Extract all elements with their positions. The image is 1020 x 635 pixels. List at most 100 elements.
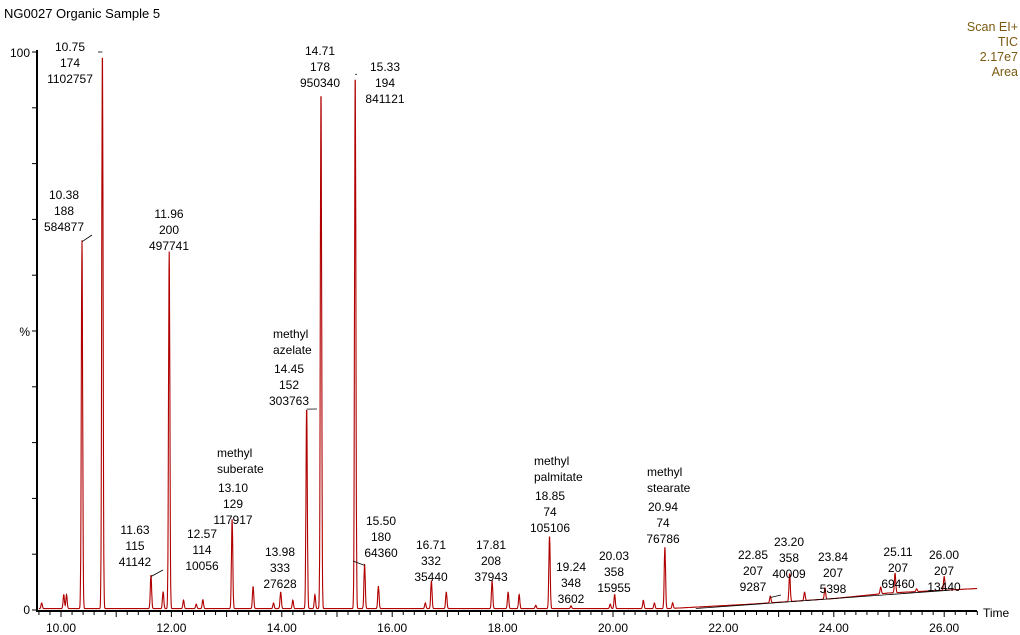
peak-mz-label: 178 — [310, 60, 330, 74]
peak-area-label: 303763 — [269, 394, 309, 408]
peak-mz-label: 74 — [543, 505, 557, 519]
x-tick-label: 14.00 — [267, 621, 297, 635]
scan-mode: Scan EI+ — [966, 20, 1018, 34]
peak-rt-label: 22.85 — [738, 548, 768, 562]
peak-rt-label: 19.24 — [556, 560, 586, 574]
peak-rt-label: 14.45 — [274, 362, 304, 376]
chart-title: NG0027 Organic Sample 5 — [4, 6, 161, 21]
peak-rt-label: 17.81 — [476, 538, 506, 552]
peak-mz-label: 348 — [561, 576, 581, 590]
max-intensity: 2.17e7 — [979, 50, 1018, 64]
peak-area-label: 5398 — [820, 582, 847, 596]
peak-mz-label: 358 — [604, 565, 624, 579]
peak-rt-label: 25.11 — [883, 545, 912, 559]
peak-leader-line — [352, 560, 365, 566]
peak-rt-label: 20.94 — [648, 500, 678, 514]
x-tick-label: 24.00 — [819, 621, 849, 635]
peak-area-label: 3602 — [558, 592, 585, 606]
peak-area-label: 76786 — [646, 532, 680, 546]
peak-area-label: 950340 — [300, 76, 340, 90]
compound-name: methyl — [217, 446, 252, 460]
peak-area-label: 64360 — [364, 546, 398, 560]
peak-rt-label: 16.71 — [416, 538, 446, 552]
compound-name: methyl — [647, 465, 682, 479]
peak-mz-label: 152 — [279, 378, 299, 392]
peak-rt-label: 26.00 — [929, 548, 959, 562]
area-label: Area — [991, 65, 1018, 79]
compound-name: azelate — [273, 343, 312, 357]
peak-mz-label: 358 — [779, 551, 799, 565]
peak-rt-label: 15.33 — [370, 60, 400, 74]
x-tick-label: 16.00 — [377, 621, 407, 635]
x-tick-label: 10.00 — [46, 621, 76, 635]
peak-leader-line — [770, 594, 782, 598]
compound-name: palmitate — [534, 470, 583, 484]
y-tick-label-0: 0 — [23, 603, 30, 617]
peak-area-label: 117917 — [213, 513, 252, 527]
integration-baseline — [695, 589, 950, 609]
y-axis-label: % — [19, 325, 30, 339]
x-axis-label: Time — [983, 606, 1010, 620]
compound-name: methyl — [273, 327, 308, 341]
peak-mz-label: 208 — [481, 554, 501, 568]
trace-type: TIC — [997, 35, 1018, 49]
peak-mz-label: 74 — [656, 516, 670, 530]
peak-mz-label: 188 — [54, 204, 74, 218]
peak-mz-label: 115 — [125, 539, 144, 553]
peak-rt-label: 14.71 — [305, 44, 335, 58]
peak-area-label: 105106 — [530, 521, 570, 535]
peak-mz-label: 194 — [375, 76, 395, 90]
peak-area-label: 41142 — [119, 555, 152, 569]
tic-trace — [38, 57, 978, 610]
peak-rt-label: 23.20 — [774, 535, 804, 549]
x-tick-label: 22.00 — [708, 621, 738, 635]
peak-mz-label: 114 — [192, 543, 211, 557]
peak-rt-label: 12.57 — [187, 527, 217, 541]
peak-leader-line — [81, 234, 93, 243]
peak-rt-label: 13.98 — [265, 545, 295, 559]
peak-rt-label: 10.75 — [55, 40, 85, 54]
peak-mz-label: 332 — [421, 554, 441, 568]
peak-mz-label: 333 — [270, 561, 290, 575]
x-tick-label: 26.00 — [929, 621, 959, 635]
peak-area-label: 497741 — [149, 239, 189, 253]
peak-mz-label: 174 — [60, 56, 80, 70]
scan-info: Scan EI+ TIC 2.17e7 Area — [967, 20, 1018, 80]
peak-area-label: 10056 — [185, 559, 219, 573]
peak-leader-line — [150, 569, 164, 577]
x-tick-label: 12.00 — [156, 621, 186, 635]
peak-rt-label: 10.38 — [49, 188, 79, 202]
peak-area-label: 15955 — [597, 581, 631, 595]
x-tick-label: 20.00 — [598, 621, 628, 635]
peak-area-label: 40009 — [772, 567, 806, 581]
peak-area-label: 27628 — [263, 577, 297, 591]
peak-rt-label: 13.10 — [218, 481, 248, 495]
peak-mz-label: 207 — [888, 561, 908, 575]
peak-area-label: 584877 — [44, 220, 84, 234]
peak-rt-label: 18.85 — [535, 489, 565, 503]
compound-name: suberate — [217, 462, 264, 476]
peak-mz-label: 180 — [371, 530, 391, 544]
peak-rt-label: 20.03 — [599, 549, 629, 563]
peak-area-label: 35440 — [414, 570, 448, 584]
peak-mz-label: 207 — [934, 564, 954, 578]
peak-rt-label: 11.63 — [120, 523, 149, 537]
peak-rt-label: 11.96 — [154, 207, 183, 221]
y-tick-label-100: 100 — [10, 46, 30, 60]
peak-area-label: 69460 — [881, 577, 915, 591]
peak-area-label: 37943 — [474, 570, 508, 584]
compound-name: stearate — [647, 481, 691, 495]
peak-area-label: 1102757 — [47, 72, 93, 86]
compound-name: methyl — [534, 454, 569, 468]
peak-mz-label: 207 — [743, 564, 763, 578]
peak-rt-label: 23.84 — [818, 550, 848, 564]
peak-area-label: 841121 — [365, 92, 404, 106]
peak-rt-label: 15.50 — [366, 514, 396, 528]
peak-mz-label: 207 — [823, 566, 843, 580]
x-tick-label: 18.00 — [488, 621, 518, 635]
peak-area-label: 13440 — [927, 580, 961, 594]
peak-mz-label: 129 — [223, 497, 243, 511]
peak-area-label: 9287 — [740, 580, 767, 594]
peak-mz-label: 200 — [159, 223, 179, 237]
